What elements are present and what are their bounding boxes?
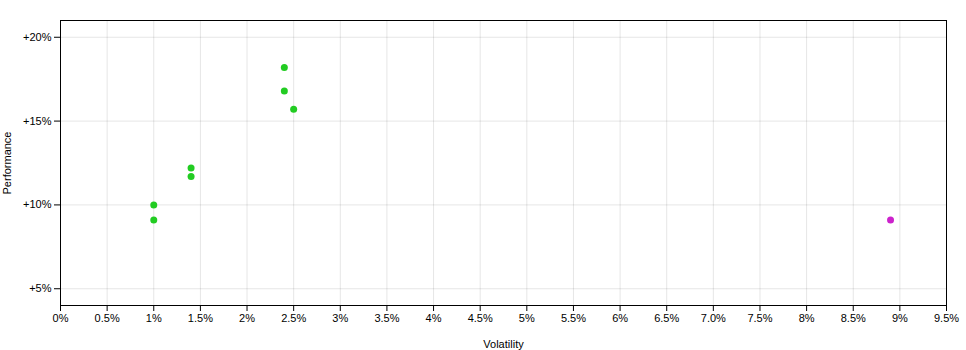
svg-text:Performance: Performance	[1, 132, 13, 195]
svg-text:+15%: +15%	[23, 115, 52, 127]
svg-text:1%: 1%	[146, 312, 162, 324]
svg-text:0.5%: 0.5%	[95, 312, 120, 324]
svg-text:7.5%: 7.5%	[747, 312, 772, 324]
svg-text:3.5%: 3.5%	[374, 312, 399, 324]
svg-text:6.5%: 6.5%	[654, 312, 679, 324]
svg-text:+5%: +5%	[29, 282, 52, 294]
svg-text:5%: 5%	[519, 312, 535, 324]
svg-text:4%: 4%	[426, 312, 442, 324]
svg-text:1.5%: 1.5%	[188, 312, 213, 324]
svg-text:8%: 8%	[799, 312, 815, 324]
svg-text:3%: 3%	[332, 312, 348, 324]
svg-text:2%: 2%	[239, 312, 255, 324]
svg-text:+10%: +10%	[23, 198, 52, 210]
svg-text:5.5%: 5.5%	[561, 312, 586, 324]
svg-text:9.5%: 9.5%	[934, 312, 959, 324]
svg-text:Volatility: Volatility	[483, 338, 524, 350]
svg-text:+20%: +20%	[23, 31, 52, 43]
svg-text:6%: 6%	[612, 312, 628, 324]
svg-text:2.5%: 2.5%	[281, 312, 306, 324]
svg-text:7.0%: 7.0%	[701, 312, 726, 324]
svg-text:9%: 9%	[892, 312, 908, 324]
svg-text:8.5%: 8.5%	[841, 312, 866, 324]
svg-text:4.5%: 4.5%	[468, 312, 493, 324]
svg-text:0%: 0%	[53, 312, 69, 324]
